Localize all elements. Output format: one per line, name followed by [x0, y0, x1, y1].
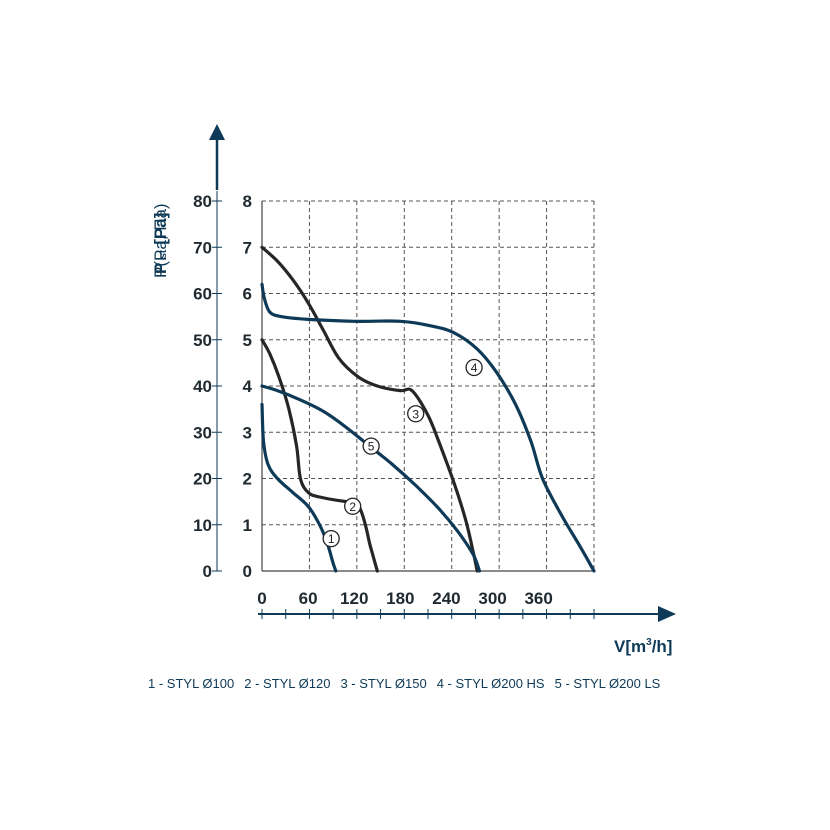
series-marker-circle — [407, 405, 425, 423]
y-axis-arrowhead-icon — [209, 124, 225, 140]
y-outer-ticks: 0 10 20 30 40 50 60 70 80 — [193, 191, 222, 581]
x-tick-label: 0 — [257, 589, 266, 608]
y-inner-tick-label: 4 — [243, 377, 253, 396]
series-line-3 — [260, 245, 479, 573]
y-inner-tick-label: 5 — [243, 331, 252, 350]
legend-item: 1 - STYL Ø100 — [148, 676, 235, 691]
series-marker-circle — [465, 358, 483, 377]
x-tick-label: 180 — [386, 589, 414, 608]
legend-item: 3 - STYL Ø150 — [340, 676, 427, 691]
x-axis-arrowhead-icon — [658, 606, 676, 622]
y-inner-tick-label: 8 — [243, 192, 252, 211]
legend-item: 5 - STYL Ø200 LS — [554, 676, 661, 691]
y-inner-tick-label: 2 — [243, 470, 252, 489]
series-marker-label: 1 — [328, 532, 335, 546]
chart-axes — [209, 124, 676, 622]
y-outer-tick-label: 0 — [203, 562, 212, 581]
series-marker-circle — [322, 529, 340, 548]
y-inner-tick-label: 3 — [243, 423, 252, 442]
x-tick-label: 300 — [478, 589, 506, 608]
x-tick-label: 240 — [432, 589, 460, 608]
series-marker-label: 4 — [471, 361, 478, 375]
y-inner-tick-label: 0 — [243, 562, 252, 581]
x-ticks: 0 60 120 180 240 300 360 — [257, 589, 595, 619]
y-outer-tick-label: 50 — [193, 331, 212, 350]
x-tick-label: 60 — [299, 589, 318, 608]
legend-item: 2 - STYL Ø120 — [244, 676, 331, 691]
y-outer-tick-label: 30 — [193, 423, 212, 442]
y-outer-axis-title: Pst[Pa] — [151, 213, 170, 274]
y-outer-tick-label: 20 — [193, 470, 212, 489]
y-inner-tick-label: 7 — [243, 238, 252, 257]
y-inner-axis-title: P(Pa, Па) — [151, 203, 170, 278]
legend-item: 4 - STYL Ø200 HS — [436, 676, 545, 691]
series-marker-label: 5 — [368, 440, 375, 454]
chart-grid — [261, 200, 595, 572]
x-tick-label: 360 — [524, 589, 552, 608]
y-outer-tick-label: 80 — [193, 192, 212, 211]
series-marker-label: 2 — [349, 500, 356, 514]
y-outer-tick-label: 10 — [193, 516, 212, 535]
series-line-2 — [260, 338, 379, 573]
legend: 1 - STYL Ø100 2 - STYL Ø120 3 - STYL Ø150 4… — [148, 676, 670, 691]
series-marker-label: 3 — [412, 407, 419, 421]
x-tick-label: 120 — [340, 589, 368, 608]
series-markers: 1 2 3 4 5 — [322, 358, 483, 548]
series-marker-circle — [344, 497, 362, 515]
y-inner-ticks: 0 1 2 3 4 5 6 7 8 — [243, 192, 253, 581]
series-line-1 — [260, 402, 338, 573]
x-axis-title: V[m3/h] — [614, 637, 672, 656]
series-marker-circle — [362, 437, 380, 455]
y-outer-tick-label: 70 — [193, 238, 212, 257]
series-line-4 — [260, 282, 596, 573]
y-outer-tick-label: 40 — [193, 377, 212, 396]
y-outer-tick-label: 60 — [193, 285, 212, 304]
series-line-5 — [260, 384, 482, 573]
series-layer — [260, 245, 596, 573]
y-inner-tick-label: 6 — [243, 285, 252, 304]
y-inner-tick-label: 1 — [243, 516, 252, 535]
